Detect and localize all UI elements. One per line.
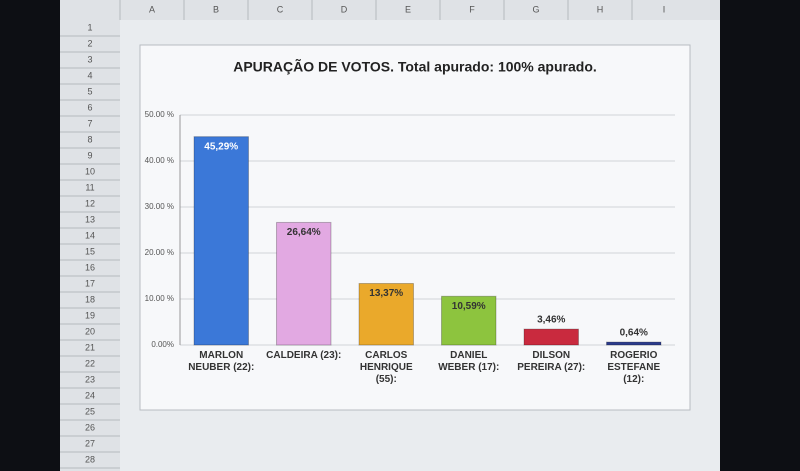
column-header: D	[341, 4, 348, 14]
bar	[441, 295, 497, 346]
bar	[276, 221, 332, 346]
row-header: 22	[85, 358, 95, 368]
column-header: A	[149, 4, 155, 14]
bar	[193, 136, 249, 346]
row-header-bar	[60, 0, 120, 471]
row-header: 10	[85, 166, 95, 176]
row-header: 4	[87, 70, 92, 80]
row-header: 23	[85, 374, 95, 384]
value-label: 0,64%	[620, 328, 648, 339]
y-tick-label: 0.00%	[151, 340, 174, 349]
row-header: 20	[85, 326, 95, 336]
column-header: F	[469, 4, 475, 14]
row-header: 1	[87, 22, 92, 32]
row-header: 8	[87, 134, 92, 144]
bar	[606, 341, 662, 346]
row-header: 2	[87, 38, 92, 48]
column-header: B	[213, 4, 219, 14]
value-label: 45,29%	[204, 141, 238, 152]
row-header: 24	[85, 390, 95, 400]
value-label: 13,37%	[369, 288, 403, 299]
row-header: 18	[85, 294, 95, 304]
row-header: 6	[87, 102, 92, 112]
y-tick-label: 40.00 %	[145, 156, 174, 165]
y-tick-label: 50.00 %	[145, 110, 174, 119]
row-header: 14	[85, 230, 95, 240]
row-header: 26	[85, 422, 95, 432]
x-tick-label: MARLON NEUBER (22):	[188, 350, 255, 373]
row-header: 5	[87, 86, 92, 96]
bar	[358, 282, 414, 346]
x-tick-label: CARLOS HENRIQUE (55):	[359, 350, 413, 385]
row-header: 9	[87, 150, 92, 160]
value-label: 26,64%	[287, 227, 321, 238]
column-header: C	[277, 4, 284, 14]
row-header: 17	[85, 278, 95, 288]
row-header: 3	[87, 54, 92, 64]
chart: APURAÇÃO DE VOTOS. Total apurado: 100% a…	[60, 0, 720, 471]
x-tick-label: DANIEL WEBER (17):	[438, 350, 500, 373]
row-header: 12	[85, 198, 95, 208]
row-header: 28	[85, 454, 95, 464]
x-tick-label: DILSON PEREIRA (27):	[517, 350, 586, 373]
row-header: 13	[85, 214, 95, 224]
y-tick-label: 10.00 %	[145, 294, 174, 303]
row-header: 16	[85, 262, 95, 272]
row-header: 7	[87, 118, 92, 128]
y-tick-label: 20.00 %	[145, 248, 174, 257]
spreadsheet-screen: APURAÇÃO DE VOTOS. Total apurado: 100% a…	[60, 0, 720, 471]
value-label: 10,59%	[452, 301, 486, 312]
column-header: G	[532, 4, 539, 14]
x-tick-label: CALDEIRA (23):	[266, 350, 342, 361]
bar	[523, 328, 579, 346]
y-tick-label: 30.00 %	[145, 202, 174, 211]
row-header: 19	[85, 310, 95, 320]
column-header: I	[663, 4, 666, 14]
row-header: 25	[85, 406, 95, 416]
column-header: E	[405, 4, 411, 14]
row-header: 11	[85, 182, 94, 192]
chart-title: APURAÇÃO DE VOTOS. Total apurado: 100% a…	[233, 58, 597, 75]
column-header-bar	[60, 0, 720, 20]
column-header: H	[597, 4, 604, 14]
row-header: 21	[85, 342, 95, 352]
value-label: 3,46%	[537, 315, 565, 326]
x-tick-label: ROGERIO ESTEFANE (12):	[607, 350, 661, 385]
row-header: 15	[85, 246, 95, 256]
row-header: 27	[85, 438, 95, 448]
